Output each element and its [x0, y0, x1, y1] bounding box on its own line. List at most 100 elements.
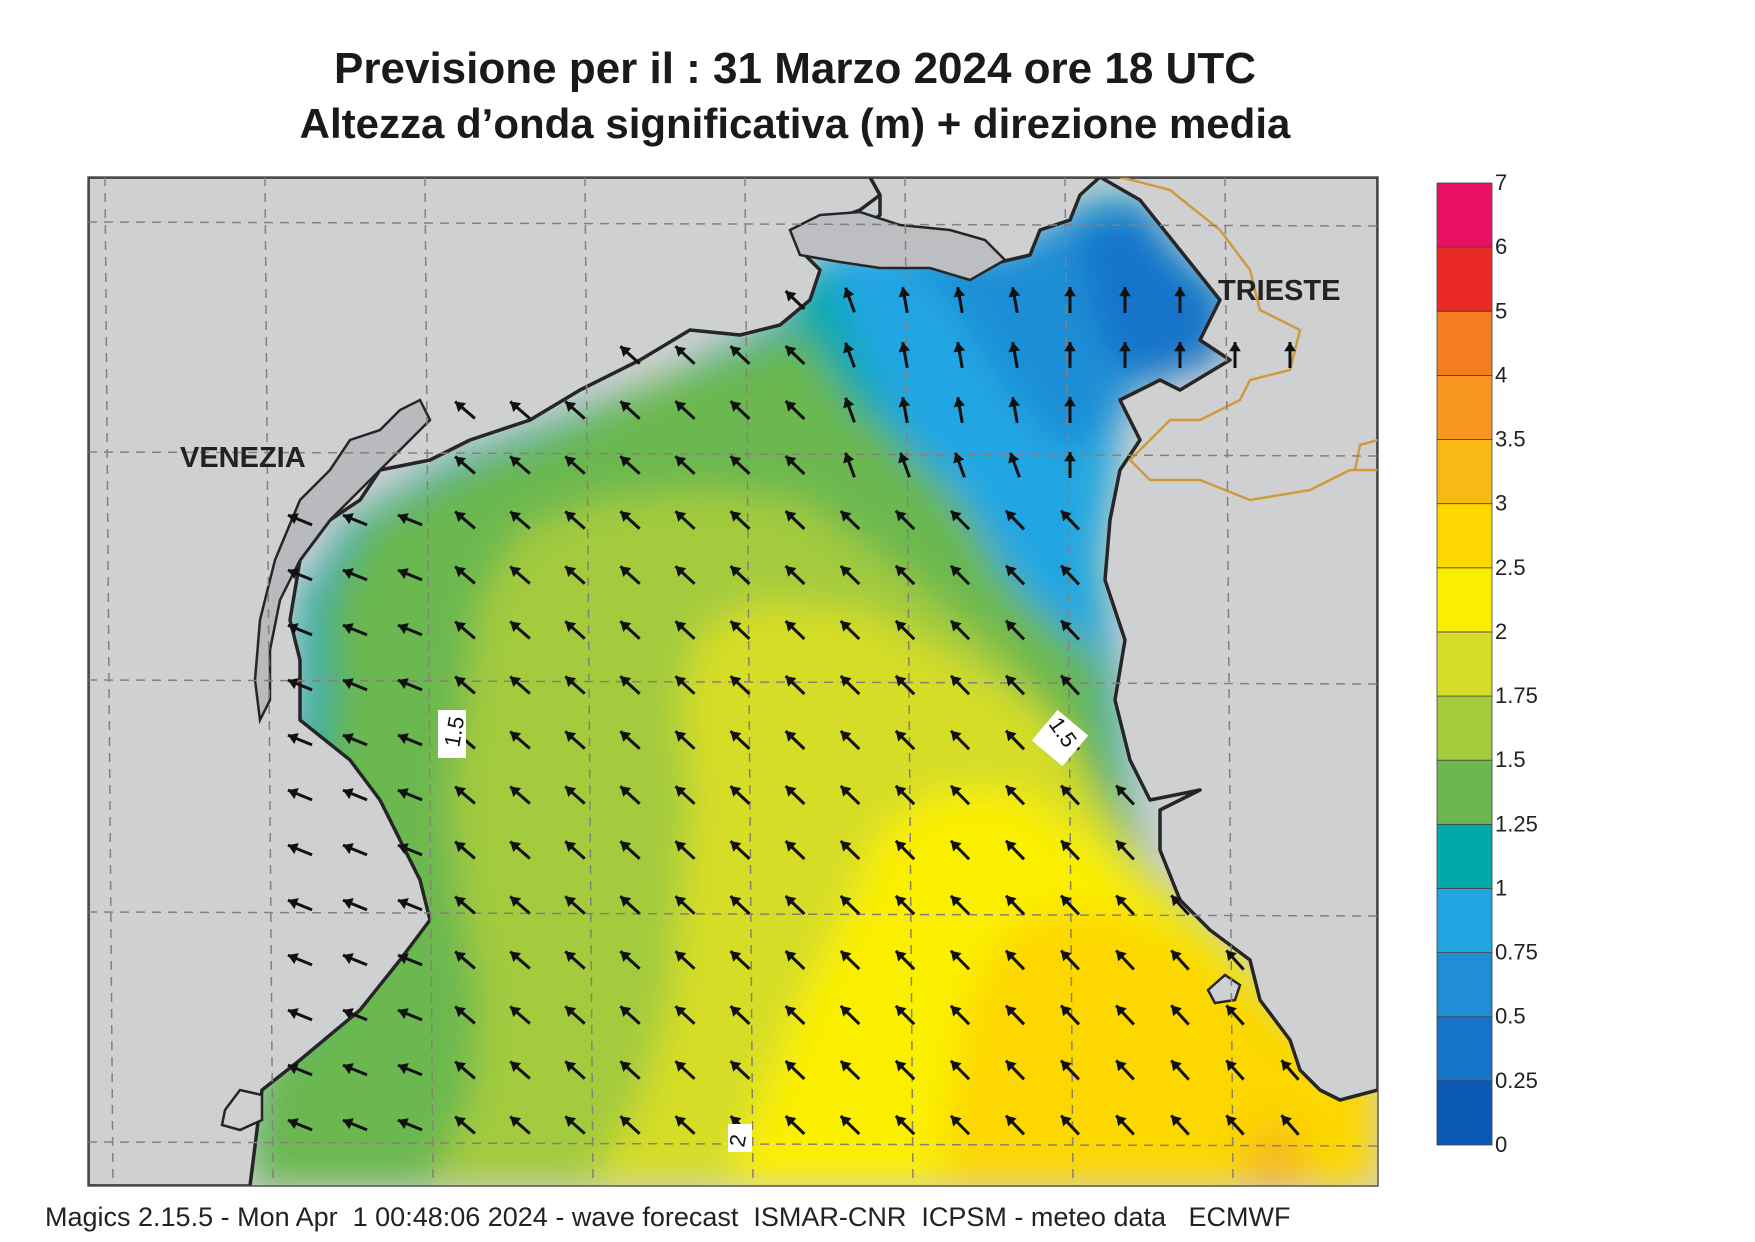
wave-arrow — [564, 1060, 586, 1080]
wave-arrow — [287, 1063, 313, 1077]
wave-arrow — [729, 840, 751, 860]
wave-arrow — [1064, 342, 1076, 368]
colorbar-tick-label: 1 — [1495, 875, 1507, 900]
po-delta-island — [220, 1088, 264, 1132]
colorbar-tick-label: 2 — [1495, 619, 1507, 644]
wave-arrow — [342, 953, 368, 967]
wave-arrow — [898, 286, 911, 314]
wave-arrow — [1004, 1114, 1026, 1136]
wave-arrow — [949, 509, 971, 531]
wave-arrow — [843, 342, 856, 368]
wave-arrow — [342, 568, 368, 582]
map-border — [87, 176, 1379, 1187]
wave-arrow — [1004, 619, 1026, 641]
wave-arrow — [564, 620, 586, 640]
wave-arrow — [729, 785, 751, 805]
wave-arrow — [894, 509, 916, 531]
wave-arrow — [454, 675, 476, 695]
wave-arrow — [619, 565, 641, 585]
wave-arrow — [1225, 1114, 1245, 1136]
wave-arrow — [564, 1005, 586, 1025]
wave-arrow — [1004, 509, 1026, 531]
colorbar-tick-label: 0.75 — [1495, 940, 1538, 965]
wave-arrow — [564, 950, 586, 970]
wave-arrow — [1225, 949, 1245, 971]
wave-arrow — [454, 950, 476, 970]
wave-arrow — [1170, 894, 1190, 916]
wave-arrow — [1064, 397, 1076, 423]
grid-parallel — [88, 911, 1378, 917]
wave-arrow — [843, 287, 856, 313]
wave-arrow — [839, 839, 861, 861]
wave-arrow — [729, 620, 751, 640]
wave-arrow — [949, 729, 971, 751]
wave-arrow — [674, 620, 696, 640]
wave-arrow — [509, 1005, 531, 1025]
wave-arrow — [674, 1005, 696, 1025]
grid-parallel — [88, 451, 1378, 457]
wave-arrow — [509, 565, 531, 585]
wave-arrow — [898, 341, 911, 369]
wave-arrow — [564, 455, 586, 475]
map-subtitle: Altezza d’onda significativa (m) + direz… — [299, 100, 1291, 147]
wave-arrow — [839, 1114, 861, 1136]
wave-arrow — [729, 895, 751, 915]
wave-arrow — [287, 898, 313, 912]
wave-arrow — [839, 564, 861, 586]
wave-arrow — [1059, 619, 1081, 641]
wave-arrow — [839, 1059, 861, 1081]
contour-label-south: 2 — [724, 1124, 752, 1152]
colorbar-swatch — [1436, 888, 1493, 954]
wave-arrow — [894, 1114, 916, 1136]
wave-arrow — [1004, 1059, 1026, 1081]
wave-arrow — [949, 949, 971, 971]
wave-arrow — [397, 843, 423, 857]
wave-arrow — [1280, 1059, 1300, 1081]
footer-credits: Magics 2.15.5 - Mon Apr 1 00:48:06 2024 … — [45, 1202, 1291, 1232]
wave-arrow — [1170, 949, 1190, 971]
colorbar-tick-label: 0.25 — [1495, 1068, 1538, 1093]
wave-arrow — [619, 510, 641, 530]
venice-lagoon — [253, 398, 432, 725]
wave-arrow — [564, 785, 586, 805]
colorbar-swatch — [1436, 503, 1493, 569]
wave-arrow — [839, 1004, 861, 1026]
wave-arrow — [674, 345, 696, 365]
wave-arrow — [1284, 342, 1296, 368]
wave-arrow — [949, 1114, 971, 1136]
wave-arrow — [397, 1118, 423, 1132]
wave-arrow — [287, 623, 313, 637]
wave-arrow — [674, 565, 696, 585]
wave-arrow — [619, 455, 641, 475]
wave-arrow — [843, 452, 856, 478]
wave-arrow — [894, 619, 916, 641]
city-label-venezia: VENEZIA — [180, 442, 306, 474]
map-frame-content — [88, 177, 1378, 1186]
wave-arrow — [729, 565, 751, 585]
wave-arrow — [619, 400, 641, 420]
wave-arrow — [784, 784, 806, 806]
wave-arrow — [509, 730, 531, 750]
wave-arrow — [619, 1115, 641, 1135]
wave-arrow — [454, 1115, 476, 1135]
wave-arrow — [1004, 949, 1026, 971]
wave-arrow — [509, 510, 531, 530]
wave-arrow — [397, 678, 423, 692]
wave-arrow — [454, 400, 476, 420]
wave-arrow — [1059, 839, 1081, 861]
wave-arrow — [953, 341, 966, 369]
wave-arrow — [839, 509, 861, 531]
wave-arrow — [397, 898, 423, 912]
wave-arrow — [1004, 564, 1026, 586]
wave-arrow — [898, 452, 911, 478]
wave-arrow — [1059, 564, 1081, 586]
wave-arrow — [674, 730, 696, 750]
wave-arrow — [397, 623, 423, 637]
wave-arrow — [287, 678, 313, 692]
wave-arrow — [784, 564, 806, 586]
grid-parallel — [88, 221, 1378, 227]
wave-arrow — [509, 840, 531, 860]
wave-arrow — [342, 898, 368, 912]
colorbar-swatch — [1436, 1080, 1493, 1146]
wave-arrow — [784, 729, 806, 751]
